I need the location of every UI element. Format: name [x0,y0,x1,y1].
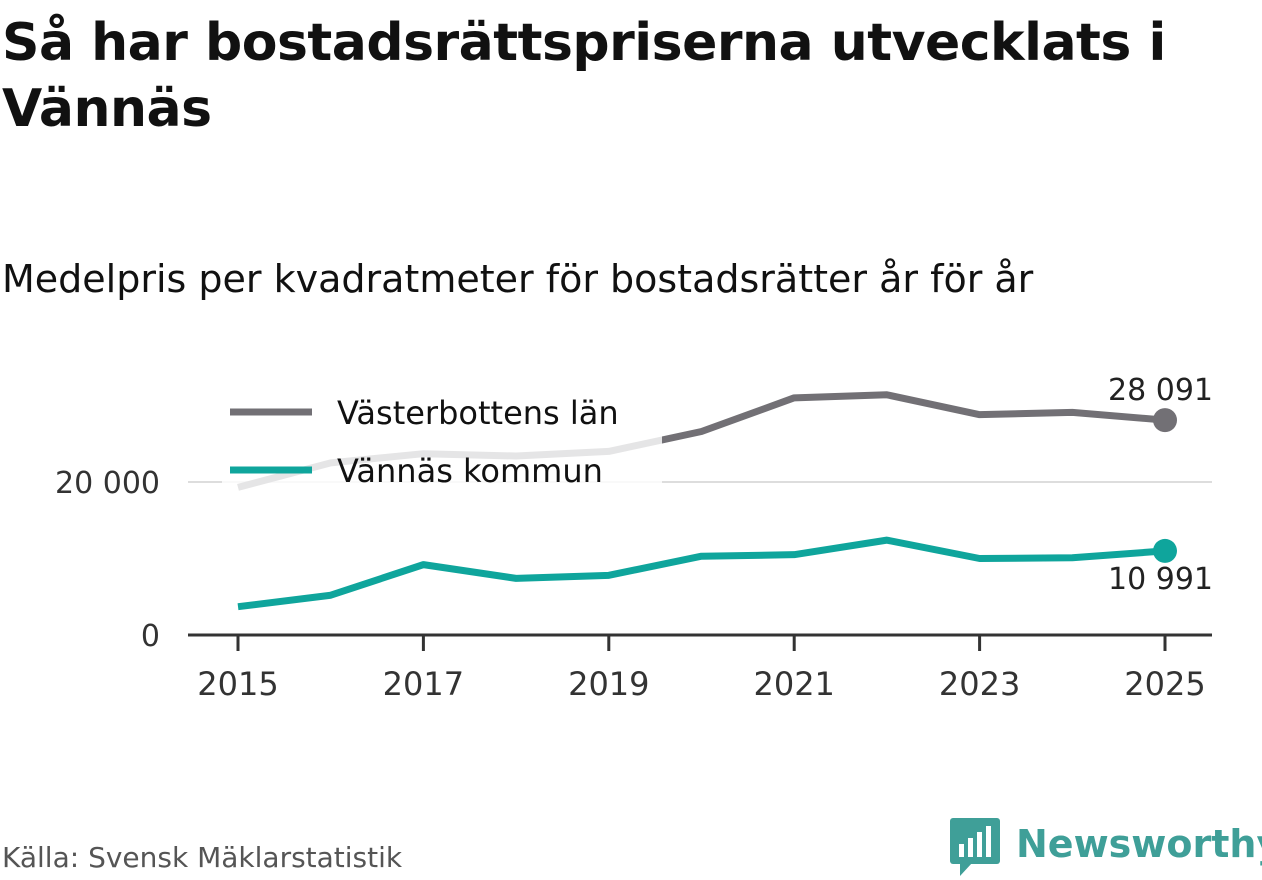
end-value-label-1: 10 991 [1108,562,1213,597]
bar-chart-speech-bubble-icon [950,818,1000,876]
x-tick-label-2023: 2023 [939,665,1020,703]
y-tick-label-20000: 20 000 [55,466,160,501]
brand-name: Newsworthy [1016,822,1262,866]
chart-title: Så har bostadsrättspriserna utvecklats i… [2,13,1166,139]
x-tick-label-2019: 2019 [568,665,649,703]
series-line-1 [237,536,1166,611]
legend-label-1: Vännäs kommun [337,452,603,490]
source-note: Källa: Svensk Mäklarstatistik [2,841,403,874]
end-value-label-0: 28 091 [1108,373,1213,408]
x-tick-label-2025: 2025 [1124,665,1205,703]
chart-subtitle: Medelpris per kvadratmeter för bostadsrä… [2,257,1034,301]
end-marker-0 [1153,408,1177,433]
y-tick-label-0: 0 [141,619,160,654]
legend-label-0: Västerbottens län [337,394,619,432]
end-marker-1 [1153,538,1177,563]
newsworthy-brand: Newsworthy [950,818,1262,880]
x-tick-label-2017: 2017 [383,665,464,703]
x-tick-label-2021: 2021 [753,665,834,703]
x-tick-label-2015: 2015 [197,665,278,703]
